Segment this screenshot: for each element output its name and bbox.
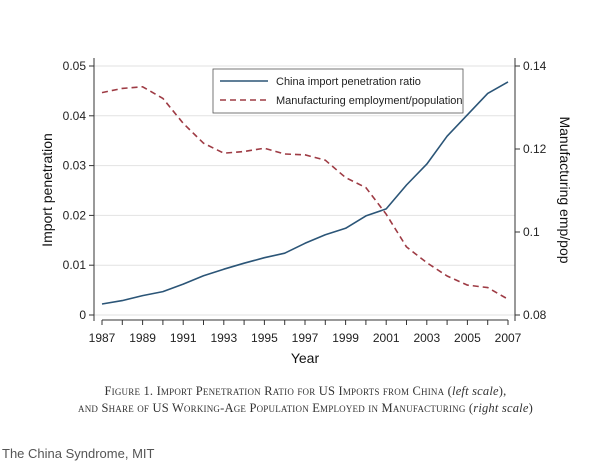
y-axis-left-label: Import penetration: [39, 133, 55, 247]
x-tick-label: 2001: [373, 331, 400, 345]
y-right-tick-label: 0.1: [523, 225, 540, 239]
series-line-import-penetration: [101, 81, 509, 305]
x-tick-label: 1995: [251, 331, 278, 345]
source-credit: The China Syndrome, MIT: [2, 446, 155, 461]
x-tick-label: 1997: [292, 331, 319, 345]
y-right-tick-label: 0.12: [523, 142, 547, 156]
legend-label-import: China import penetration ratio: [276, 76, 421, 88]
x-tick-label: 1991: [170, 331, 197, 345]
y-left-tick-label: 0.03: [63, 159, 87, 173]
x-tick-label: 2007: [495, 331, 522, 345]
y-left-tick-label: 0.04: [63, 109, 87, 123]
x-axis-label: Year: [291, 350, 320, 366]
caption-italic: right scale: [473, 401, 529, 415]
legend: China import penetration ratio Manufactu…: [212, 68, 464, 114]
caption-text: ): [528, 401, 533, 415]
series-line-manufacturing-emp: [101, 86, 509, 300]
y-left-tick-label: 0.01: [63, 258, 87, 272]
caption-italic: left scale: [452, 384, 499, 398]
x-tick-label: 2005: [454, 331, 481, 345]
figure-caption-line2: and Share of US Working-Age Population E…: [0, 401, 611, 416]
caption-text: Figure 1. Import Penetration Ratio for U…: [104, 384, 453, 398]
legend-label-manufacturing: Manufacturing employment/population: [276, 95, 463, 107]
x-tick-label: 1993: [210, 331, 237, 345]
y-left-tick-label: 0.05: [63, 59, 87, 73]
y-left-tick-label: 0.02: [63, 208, 87, 222]
y-axis-right-label: Manufacturing emp/pop: [557, 116, 573, 263]
figure-caption-line1: Figure 1. Import Penetration Ratio for U…: [0, 384, 611, 399]
x-tick-label: 1999: [332, 331, 359, 345]
x-tick-label: 1989: [129, 331, 156, 345]
caption-text: ),: [498, 384, 507, 398]
y-right-tick-label: 0.08: [523, 308, 547, 322]
x-tick-label: 1987: [89, 331, 116, 345]
caption-text: and Share of US Working-Age Population E…: [78, 401, 474, 415]
y-right-tick-label: 0.14: [523, 59, 547, 73]
y-left-tick-label: 0: [79, 308, 86, 322]
x-tick-label: 2003: [413, 331, 440, 345]
